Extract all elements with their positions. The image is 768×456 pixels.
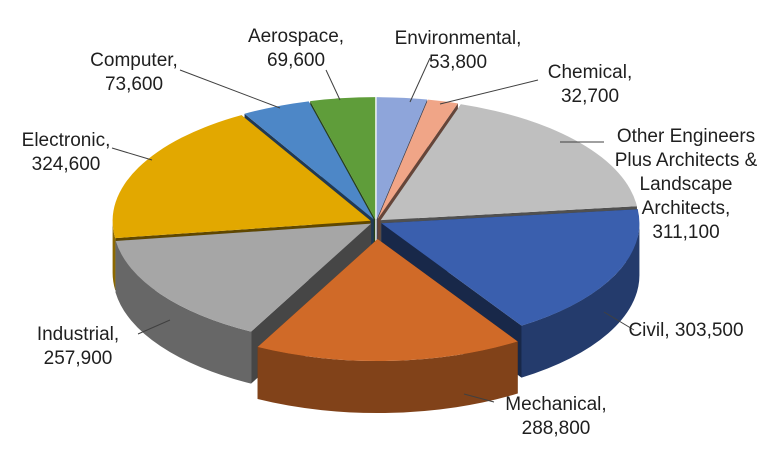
leader-line-industrial	[137, 319, 171, 335]
leader-line-mechanical	[463, 393, 495, 403]
data-label-other-engineers-plus-architects-landscape-architects: Other Engineers Plus Architects & Landscap…	[615, 126, 758, 243]
leader-line-chemical	[439, 79, 539, 105]
slice-labels: Environmental, 53,800 Chemical, 32,700 Other…	[22, 26, 758, 439]
data-label-electronic: Electronic, 324,600	[22, 130, 111, 175]
data-label-civil: Civil, 303,500	[628, 320, 743, 341]
data-label-chemical: Chemical, 32,700	[548, 62, 632, 107]
data-label-industrial: Industrial, 257,900	[37, 324, 119, 369]
slice-top-face	[244, 101, 374, 220]
leader-line-civil	[603, 311, 635, 331]
leader-line-aerospace	[325, 69, 341, 101]
leader-line-computer	[179, 69, 281, 109]
data-label-aerospace: Aerospace, 69,600	[248, 26, 344, 71]
slice-top-face	[115, 223, 372, 332]
slice-top-face	[310, 97, 376, 220]
data-label-environmental: Environmental, 53,800	[395, 28, 522, 73]
data-label-computer: Computer, 73,600	[90, 50, 178, 95]
slice-outer-wall	[112, 220, 116, 291]
leader-line-electronic	[111, 147, 153, 161]
leader-line-environmental	[409, 57, 431, 103]
slice-outer-wall	[257, 341, 518, 414]
slice-outer-wall	[521, 223, 640, 378]
slice-top-face	[112, 115, 371, 239]
label-leader-lines	[111, 57, 635, 403]
data-label-mechanical: Mechanical, 288,800	[505, 394, 606, 439]
slice-top-face	[257, 239, 518, 362]
slice-top-face	[377, 99, 458, 220]
slice-top-face	[376, 97, 428, 220]
slice-top-face	[380, 104, 637, 221]
pie-slices	[112, 97, 640, 414]
slice-mechanical	[257, 239, 518, 414]
slice-top-face	[381, 209, 640, 326]
slice-outer-wall	[115, 240, 252, 384]
